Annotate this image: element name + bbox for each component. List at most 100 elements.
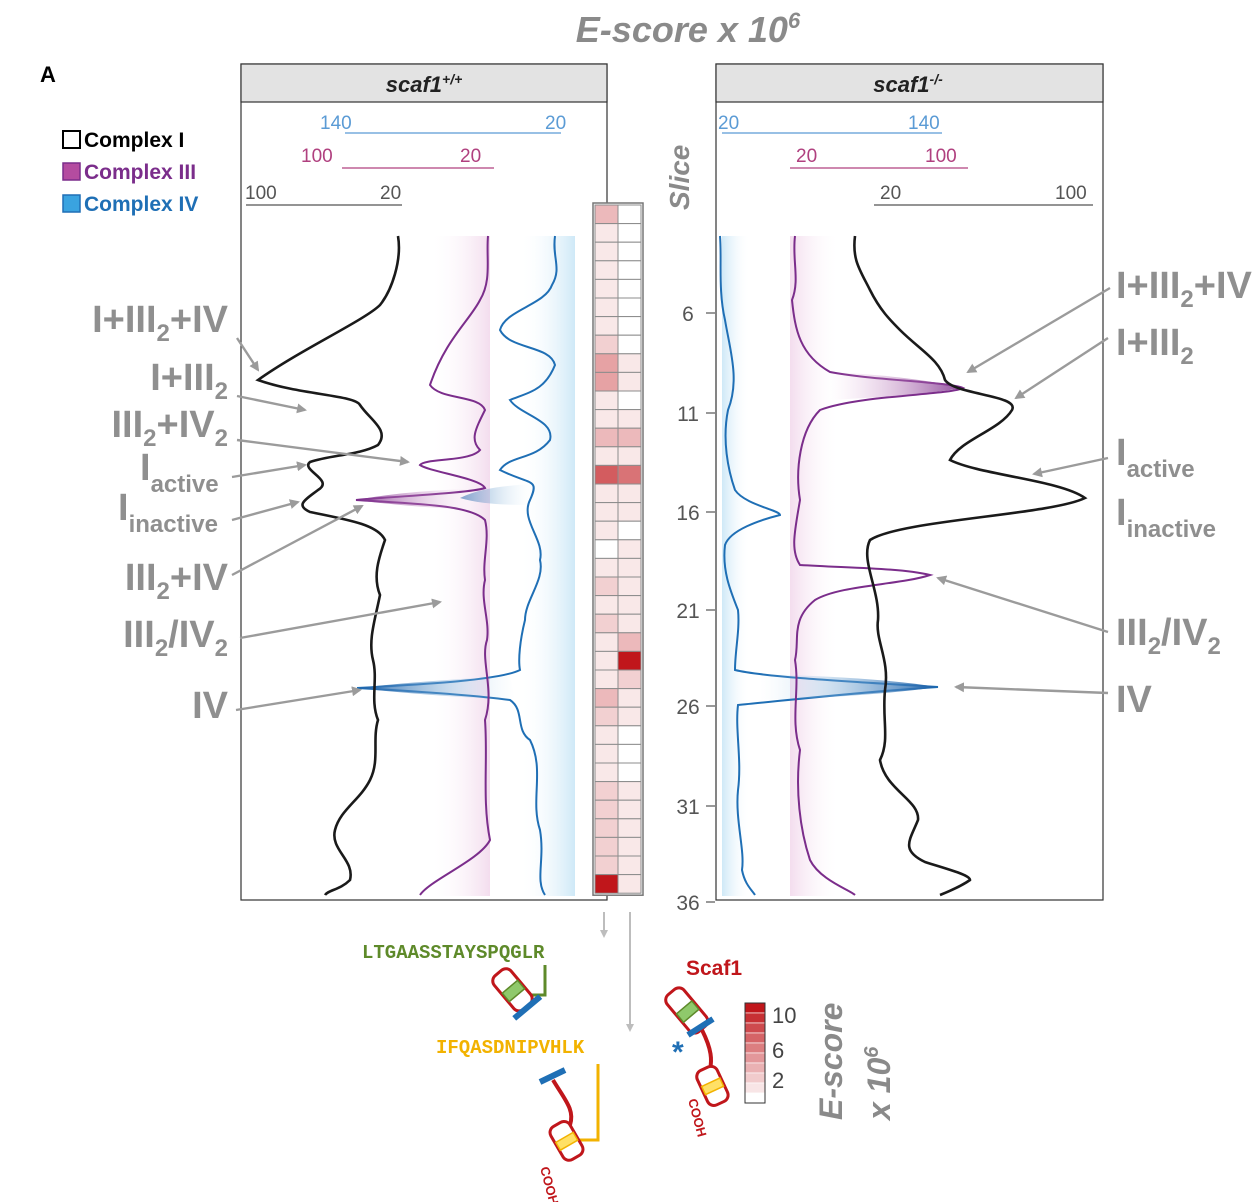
heatmap-cell xyxy=(594,390,619,411)
heatmap-cell xyxy=(594,576,619,597)
cooh-label-left: COOH xyxy=(537,1165,562,1202)
heatmap-cell xyxy=(594,613,619,634)
panel-letter-b: B xyxy=(40,1198,56,1202)
protein-icon-yellow: COOH xyxy=(537,1067,585,1202)
scale-left-iv-max: 140 xyxy=(320,113,352,134)
label-right-iv: IV xyxy=(1116,679,1153,721)
scaf1-label: Scaf1 xyxy=(686,957,742,980)
heatmap-cell xyxy=(617,595,642,615)
band-left-complex-iv xyxy=(520,236,575,896)
trace-right-complex-iv xyxy=(719,235,939,896)
heatmap-cell xyxy=(594,669,619,690)
escore-legend-title: E-score xyxy=(813,1003,849,1120)
heatmap-cell xyxy=(617,650,642,671)
label-left-i-inactive: Iinactive xyxy=(118,487,218,538)
top-title: E-score x 106 xyxy=(576,8,801,50)
connector-green xyxy=(528,965,547,997)
heatmap-cell xyxy=(617,223,642,243)
heatmap-cell xyxy=(594,855,619,876)
heatmap-cell xyxy=(617,427,642,448)
heatmap-cell xyxy=(594,650,619,671)
heatmap-cell xyxy=(594,316,619,336)
legend-color-step xyxy=(744,1012,766,1024)
escore-legend-title-2: x 106 xyxy=(861,1046,897,1122)
protein-icon-scaf1: COOH * xyxy=(664,986,730,1139)
slice-axis-title: Slice xyxy=(664,145,695,210)
legend-label-complex-iii: Complex III xyxy=(84,161,196,184)
heatmap-cell xyxy=(617,818,642,838)
heatmap-cell xyxy=(617,409,642,429)
heatmap-cell xyxy=(594,836,619,857)
heatmap-cell xyxy=(617,874,642,894)
heatmap-cell xyxy=(617,836,642,857)
peptide-yellow: IFQASDNIPVHLK xyxy=(436,1037,585,1059)
heatmap-cell xyxy=(617,483,642,504)
legend-label-complex-iv: Complex IV xyxy=(84,193,198,216)
scale-left-iii-max: 100 xyxy=(301,146,333,167)
escore-color-legend: 10 6 2 xyxy=(744,1002,796,1104)
escore-heatmap xyxy=(592,202,644,896)
heatmap-cell xyxy=(594,818,619,838)
slice-tick-label: 26 xyxy=(676,696,699,719)
legend-color-step xyxy=(744,1062,766,1074)
connector-yellow xyxy=(575,1064,600,1142)
heatmap-cell xyxy=(594,483,619,504)
panel-left: scaf1+/+ 140 20 100 20 100 20 xyxy=(240,63,608,901)
heatmap-cell xyxy=(617,260,642,280)
panel-right-title: scaf1-/- xyxy=(873,71,943,97)
heatmap-cell xyxy=(594,334,619,355)
legend-color-step xyxy=(744,1072,766,1084)
heatmap-cell xyxy=(594,595,619,615)
label-right-i-iii2-iv: I+III2+IV xyxy=(1116,265,1253,313)
scale-left-iv-min: 20 xyxy=(545,113,566,134)
scale-left-iii-min: 20 xyxy=(460,146,481,167)
heatmap-cell xyxy=(594,427,619,448)
peak-left-complex-iv xyxy=(357,676,515,700)
label-left-i-iii2-iv: I+III2+IV xyxy=(92,299,229,347)
cooh-label-right: COOH xyxy=(685,1097,710,1139)
heatmap-cell xyxy=(594,409,619,429)
label-left-iii2-iv: III2+IV xyxy=(125,557,229,605)
legend-swatch-complex-iv xyxy=(62,194,81,213)
heatmap-cell xyxy=(617,204,642,225)
heatmap-cell xyxy=(617,576,642,597)
scale-right-iii-max: 100 xyxy=(925,146,957,167)
panel-right-frame xyxy=(715,63,1104,901)
arrows-left xyxy=(231,337,442,712)
heatmap-cell xyxy=(594,725,619,745)
band-left-complex-iii xyxy=(430,236,490,896)
trace-right-complex-i xyxy=(853,235,1088,897)
heatmap-cell xyxy=(594,464,619,485)
label-left-iii2-slash-iv2: III2/IV2 xyxy=(123,614,228,662)
heatmap-cell xyxy=(617,557,642,578)
heatmap-cell xyxy=(594,446,619,466)
arrows-right xyxy=(936,286,1111,695)
labels-left: I+III2+IV I+III2 III2+IV2 Iactive Iinact… xyxy=(92,299,229,727)
trace-left-complex-i xyxy=(255,235,401,896)
scale-right-iv-min: 20 xyxy=(718,113,739,134)
heatmap-cell xyxy=(617,706,642,727)
label-right-i-active: Iactive xyxy=(1116,432,1195,483)
label-left-iii2-iv2: III2+IV2 xyxy=(111,404,228,452)
scale-right-i-max: 100 xyxy=(1055,183,1087,204)
heatmap-cell xyxy=(617,316,642,336)
heatmap-cell xyxy=(617,539,642,559)
peptide-section: LTGAASSTAYSPQGLR IFQASDNIPVHLK COOH Scaf… xyxy=(362,912,897,1202)
heatmap-cell xyxy=(594,688,619,708)
heatmap-cell xyxy=(594,781,619,801)
heatmap-cell xyxy=(617,297,642,318)
heatmap-cell xyxy=(617,613,642,634)
heatmap-cell xyxy=(617,762,642,783)
scale-left-i-max: 100 xyxy=(245,183,277,204)
trace-left-complex-iv xyxy=(356,235,558,896)
panel-letter-a: A xyxy=(40,62,56,87)
heatmap-cell xyxy=(594,223,619,243)
panel-right-header xyxy=(715,63,1104,103)
heatmap-cell xyxy=(617,241,642,262)
protein-icon-small xyxy=(491,967,543,1021)
scale-right-i-min: 20 xyxy=(880,183,901,204)
heatmap-cell xyxy=(617,353,642,373)
labels-right: I+III2+IV I+III2 Iactive Iinactive III2/… xyxy=(1116,265,1253,721)
heatmap-cell xyxy=(594,743,619,764)
legend-label-complex-i: Complex I xyxy=(84,129,184,152)
